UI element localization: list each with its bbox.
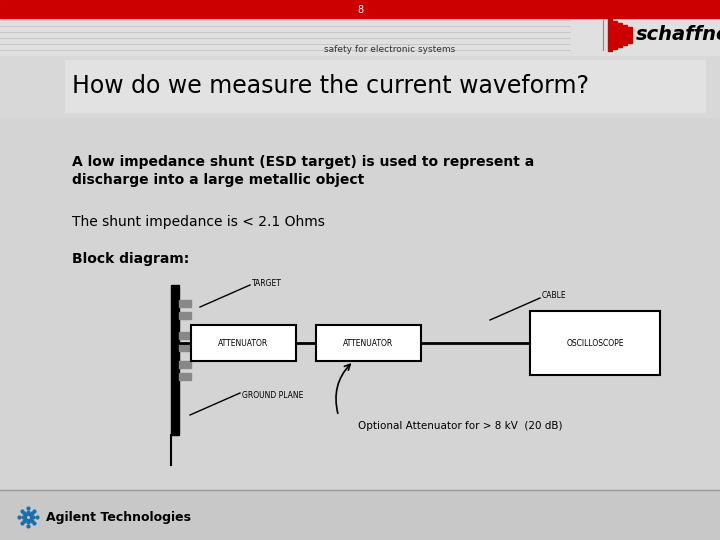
Bar xyxy=(179,373,191,380)
Text: The shunt impedance is < 2.1 Ohms: The shunt impedance is < 2.1 Ohms xyxy=(72,215,325,229)
Bar xyxy=(618,23,622,47)
Bar xyxy=(623,25,627,45)
Text: TARGET: TARGET xyxy=(252,279,282,287)
Bar xyxy=(179,332,191,339)
Bar xyxy=(179,344,191,351)
Text: Block diagram:: Block diagram: xyxy=(72,252,189,266)
Text: OSCILLOSCOPE: OSCILLOSCOPE xyxy=(566,339,624,348)
Bar xyxy=(628,27,632,43)
Text: 8: 8 xyxy=(357,5,363,15)
Bar xyxy=(0,118,720,490)
Bar xyxy=(613,21,617,49)
Bar xyxy=(179,361,191,368)
Text: How do we measure the current waveform?: How do we measure the current waveform? xyxy=(72,74,589,98)
Bar xyxy=(0,55,720,118)
Bar xyxy=(0,0,720,18)
Text: Agilent Technologies: Agilent Technologies xyxy=(46,510,191,523)
Text: A low impedance shunt (ESD target) is used to represent a: A low impedance shunt (ESD target) is us… xyxy=(72,155,534,169)
Bar xyxy=(0,18,720,55)
Text: CABLE: CABLE xyxy=(542,292,567,300)
Text: ATTENUATOR: ATTENUATOR xyxy=(343,339,394,348)
Bar xyxy=(65,60,705,112)
Bar xyxy=(530,311,660,375)
Bar xyxy=(171,285,179,435)
Bar xyxy=(191,325,296,361)
Bar xyxy=(179,300,191,307)
Text: GROUND PLANE: GROUND PLANE xyxy=(242,390,303,400)
Bar xyxy=(0,490,720,540)
Text: ATTENUATOR: ATTENUATOR xyxy=(218,339,269,348)
Text: schaffner: schaffner xyxy=(636,24,720,44)
Bar xyxy=(608,19,612,51)
Bar xyxy=(316,325,421,361)
Text: discharge into a large metallic object: discharge into a large metallic object xyxy=(72,173,364,187)
Text: Optional Attenuator for > 8 kV  (20 dB): Optional Attenuator for > 8 kV (20 dB) xyxy=(359,421,563,431)
Text: safety for electronic systems: safety for electronic systems xyxy=(325,45,456,55)
Bar xyxy=(179,312,191,319)
